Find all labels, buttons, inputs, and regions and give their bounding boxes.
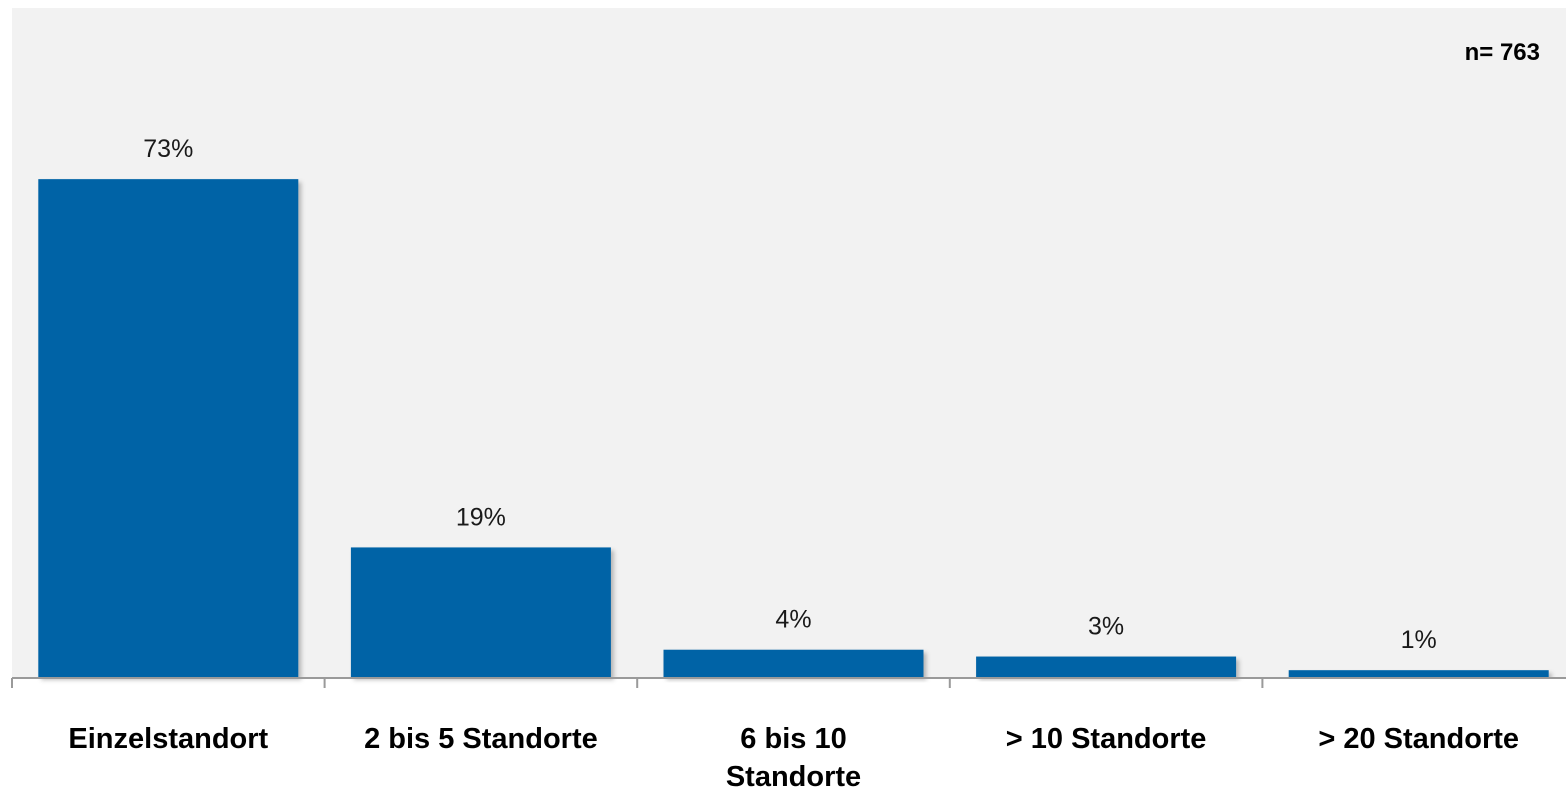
category-label-4: > 10 Standorte (1006, 723, 1207, 755)
value-label-3: 4% (775, 606, 811, 634)
bar-5 (1288, 670, 1549, 677)
category-labels-group: Einzelstandort 2 bis 5 Standorte 6 bis 10 S… (68, 723, 1519, 793)
category-label-1: Einzelstandort (68, 723, 268, 755)
value-label-5: 1% (1401, 626, 1437, 654)
bar-3 (663, 649, 924, 677)
bars-group: 73% 19% 4% 3% 1% (38, 135, 1549, 677)
bar-1 (38, 179, 299, 677)
sample-size-label: n= 763 (1465, 39, 1540, 66)
bar-4 (976, 656, 1237, 677)
value-label-2: 19% (456, 503, 506, 531)
category-label-2: 2 bis 5 Standorte (364, 723, 598, 755)
x-axis (11, 677, 1566, 688)
category-label-5: > 20 Standorte (1318, 723, 1519, 755)
value-label-1: 73% (143, 135, 193, 163)
category-label-3: 6 bis 10 Standorte (726, 723, 861, 793)
value-label-4: 3% (1088, 613, 1124, 641)
bar-2 (350, 547, 611, 677)
